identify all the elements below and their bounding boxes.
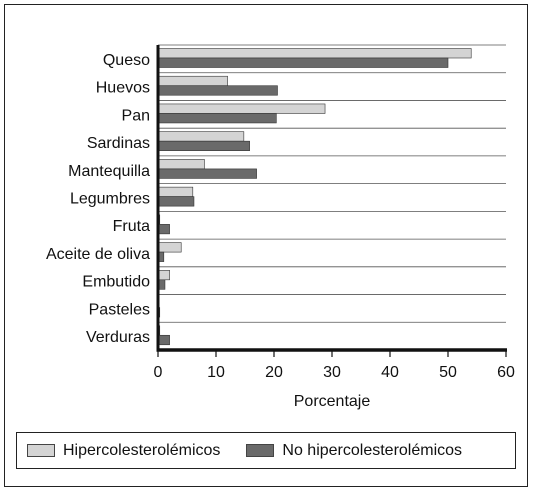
bars <box>157 48 472 346</box>
bar-hiper-5 <box>157 186 194 197</box>
bar-nohiper-3 <box>157 140 250 151</box>
legend-label-no-hipercolesterolemicos: No hipercolesterolémicos <box>282 441 463 459</box>
bar-nohiper-5 <box>157 196 195 207</box>
x-tick-label: 60 <box>497 364 515 381</box>
category-labels: Queso Huevos Pan Sardinas Mantequilla Legumbr… <box>46 52 150 346</box>
x-axis-label: Porcentaje <box>294 393 371 410</box>
category-label: Queso <box>103 52 150 69</box>
x-tick-label: 40 <box>381 364 399 381</box>
category-label: Pan <box>122 107 150 124</box>
bar-hiper-4 <box>157 159 205 170</box>
bar-nohiper-2 <box>157 113 277 124</box>
chart-frame <box>4 4 528 487</box>
legend-swatch-light <box>27 444 55 457</box>
bar-hiper-1 <box>157 75 228 87</box>
grid-lines <box>158 44 506 323</box>
category-label: Embutido <box>82 274 150 291</box>
bar-hiper-7 <box>157 242 182 253</box>
legend-label-hipercolesterolemicos: Hipercolesterolémicos <box>63 441 221 459</box>
legend-item-no-hipercolesterolemicos: No hipercolesterolémicos <box>246 442 462 460</box>
bar-nohiper-6 <box>157 224 170 235</box>
x-tick-label: 30 <box>323 364 341 381</box>
bar-nohiper-4 <box>157 168 257 179</box>
category-label: Legumbres <box>70 191 150 208</box>
category-label: Fruta <box>113 218 150 235</box>
category-label: Verduras <box>86 329 150 346</box>
legend-swatch-dark <box>246 444 275 457</box>
x-tick-labels: 0 10 20 30 40 50 60 <box>154 364 515 381</box>
bar-chart: Queso Huevos Pan Sardinas Mantequilla Legumbr… <box>46 44 515 410</box>
bar-nohiper-1 <box>157 85 278 96</box>
category-label: Sardinas <box>87 135 150 152</box>
category-label: Huevos <box>96 80 150 97</box>
x-tick-label: 0 <box>154 364 163 381</box>
bar-nohiper-0 <box>157 57 449 68</box>
category-label: Mantequilla <box>68 163 150 180</box>
axes <box>156 45 507 357</box>
bar-nohiper-10 <box>157 334 170 346</box>
bar-hiper-0 <box>157 48 472 59</box>
bar-hiper-8 <box>157 270 170 281</box>
category-label: Aceite de oliva <box>46 246 150 263</box>
x-tick-label: 20 <box>265 364 283 381</box>
bar-hiper-3 <box>157 131 245 142</box>
bar-hiper-2 <box>157 103 326 114</box>
x-tick-label: 50 <box>439 364 457 381</box>
category-label: Pasteles <box>89 301 150 318</box>
legend: Hipercolesterolémicos No hipercolesterol… <box>16 432 516 469</box>
x-tick-label: 10 <box>207 364 225 381</box>
legend-item-hipercolesterolemicos: Hipercolesterolémicos <box>27 442 220 460</box>
